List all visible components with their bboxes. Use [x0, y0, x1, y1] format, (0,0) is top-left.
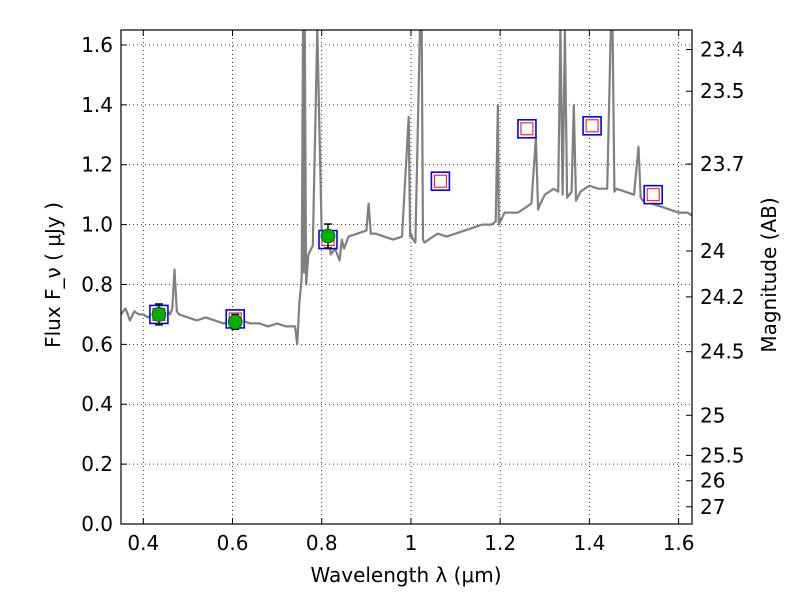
- axis-ticks: [121, 30, 692, 525]
- right-tick-label: 23.4: [700, 37, 745, 61]
- right-tick-label: 24.5: [700, 340, 745, 364]
- y-tick-label: 1.0: [81, 213, 113, 237]
- right-tick-label: 23.7: [700, 152, 745, 176]
- model-spectrum-line: [121, 30, 692, 346]
- right-tick-label: 24.2: [700, 285, 745, 309]
- plot-series: [121, 30, 692, 346]
- x-tick-label: 1.4: [573, 531, 605, 555]
- model-band-square: [582, 116, 602, 136]
- y-tick-label: 0.2: [81, 452, 113, 476]
- right-tick-label: 23.5: [700, 79, 745, 103]
- measured-point: [151, 307, 167, 322]
- y-tick-label: 1.6: [81, 33, 113, 57]
- model-band-inner-square: [646, 188, 660, 202]
- y-tick-label: 1.4: [81, 93, 113, 117]
- plot-frame: [120, 29, 693, 525]
- model-band-inner-square: [433, 174, 447, 188]
- x-axis-label: Wavelength λ (μm): [310, 563, 501, 587]
- right-tick-label: 25.5: [700, 443, 745, 467]
- y-tick-label: 0.4: [81, 392, 113, 416]
- model-band-square: [517, 119, 537, 139]
- y-tick-label: 1.2: [81, 153, 113, 177]
- y-tick-label: 0.6: [81, 332, 113, 356]
- y-tick-label: 0.0: [81, 512, 113, 536]
- x-tick-label: 0.6: [217, 531, 249, 555]
- grid-lines: [121, 30, 692, 525]
- x-tick-label: 0.4: [127, 531, 159, 555]
- right-tick-label: 26: [700, 469, 725, 493]
- measured-point: [320, 228, 336, 244]
- right-axis-label: Magnitude (AB): [757, 197, 781, 352]
- right-tick-label: 24: [700, 239, 725, 263]
- model-band-inner-square: [585, 119, 599, 133]
- measured-point: [227, 314, 243, 330]
- model-band-square: [643, 184, 663, 205]
- right-tick-label: 25: [700, 403, 725, 427]
- y-tick-label: 0.8: [81, 272, 113, 296]
- right-tick-label: 27: [700, 495, 725, 519]
- model-band-square: [430, 171, 451, 191]
- x-tick-label: 1.6: [663, 531, 695, 555]
- y-axis-label: Flux F_ν ( μJy ): [41, 202, 65, 348]
- x-tick-label: 1.2: [484, 531, 516, 555]
- x-tick-label: 0.8: [306, 531, 338, 555]
- tick-labels: 0.4 0.6 0.8 1 1.2 1.4 1.6 0.0 0.2 0.4 0.6 0.8 1.0 1.2…: [81, 33, 744, 555]
- x-tick-label: 1: [405, 531, 418, 555]
- model-band-inner-square: [520, 122, 534, 136]
